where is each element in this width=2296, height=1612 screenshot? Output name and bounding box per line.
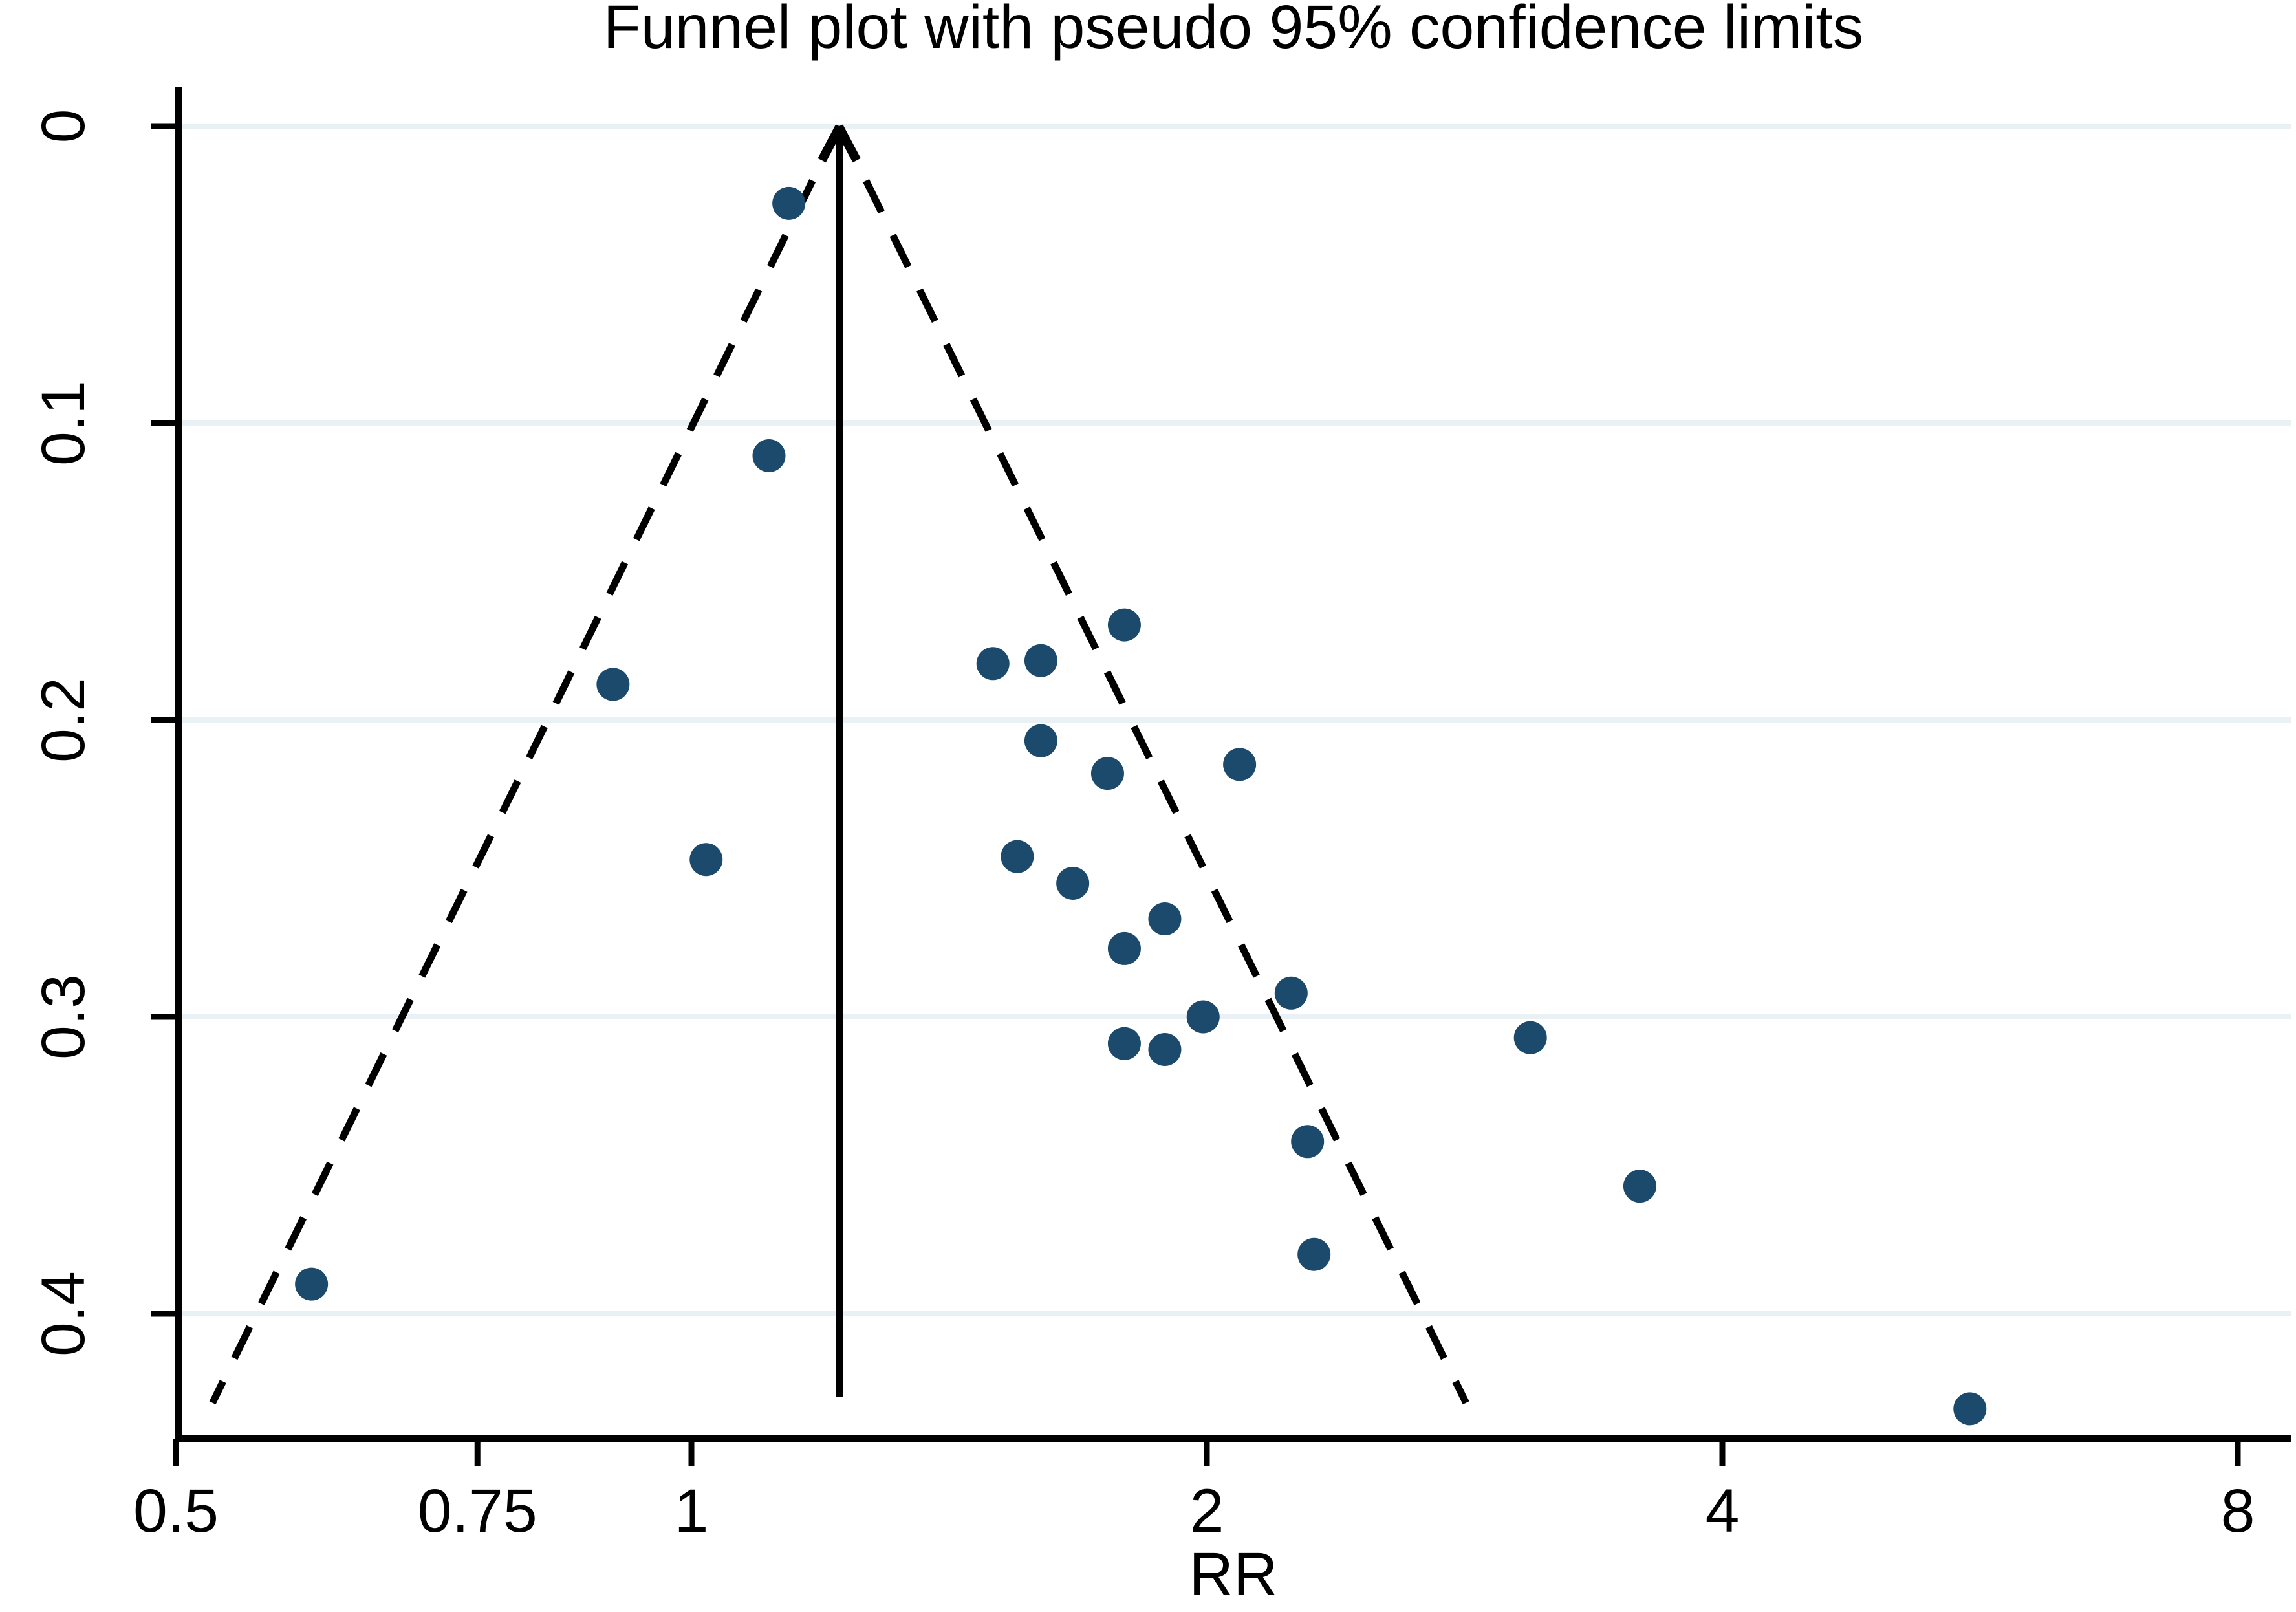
x-tick-label: 1 (675, 1477, 709, 1545)
data-point (1148, 902, 1182, 936)
funnel-layer (209, 124, 1469, 1405)
data-point (295, 1267, 329, 1301)
y-tick-label: 0.3 (29, 974, 98, 1060)
data-point (1024, 724, 1057, 757)
data-point (1107, 1027, 1141, 1060)
data-point (1623, 1170, 1656, 1203)
x-axis-title: RR (1189, 1540, 1277, 1609)
axis-layer: 0 0.1 0.2 0.3 0.4 0.5 0.75 1 2 4 8 (29, 87, 2291, 1545)
data-point (772, 186, 806, 220)
arrowhead-icon (818, 125, 843, 163)
funnel-ci-line-right (836, 124, 1469, 1405)
x-tick-label: 0.5 (133, 1477, 219, 1545)
data-point (689, 843, 723, 877)
x-tick-label: 4 (1706, 1477, 1740, 1545)
data-point (1274, 976, 1308, 1010)
arrowhead-icon (835, 125, 861, 163)
data-point (1024, 644, 1057, 677)
data-point (1056, 866, 1090, 900)
x-tick-label: 0.75 (418, 1477, 537, 1545)
data-point (1148, 1032, 1182, 1066)
funnel-ci-line-left (209, 124, 843, 1405)
grid-layer (179, 124, 2291, 1316)
x-tick-label: 2 (1190, 1477, 1224, 1545)
data-point (596, 668, 630, 701)
x-tick-label: 8 (2221, 1477, 2255, 1545)
data-point (1186, 1000, 1220, 1034)
data-point (1297, 1237, 1331, 1271)
data-point (1953, 1392, 1987, 1426)
data-point (976, 647, 1010, 681)
data-point (1291, 1125, 1325, 1159)
data-point (1107, 608, 1141, 642)
y-tick-label: 0 (29, 109, 98, 144)
data-point (1107, 931, 1141, 965)
data-point (1090, 757, 1124, 790)
data-point (1223, 748, 1257, 781)
data-point (1513, 1021, 1547, 1054)
y-tick-label: 0.2 (29, 677, 98, 763)
y-tick-label: 0.1 (29, 380, 98, 466)
chart-title: Funnel plot with pseudo 95% confidence l… (603, 0, 1864, 61)
y-tick-label: 0.4 (29, 1271, 98, 1356)
data-point (1001, 840, 1034, 873)
data-point (752, 439, 786, 472)
scatter-points-layer (295, 186, 1987, 1426)
